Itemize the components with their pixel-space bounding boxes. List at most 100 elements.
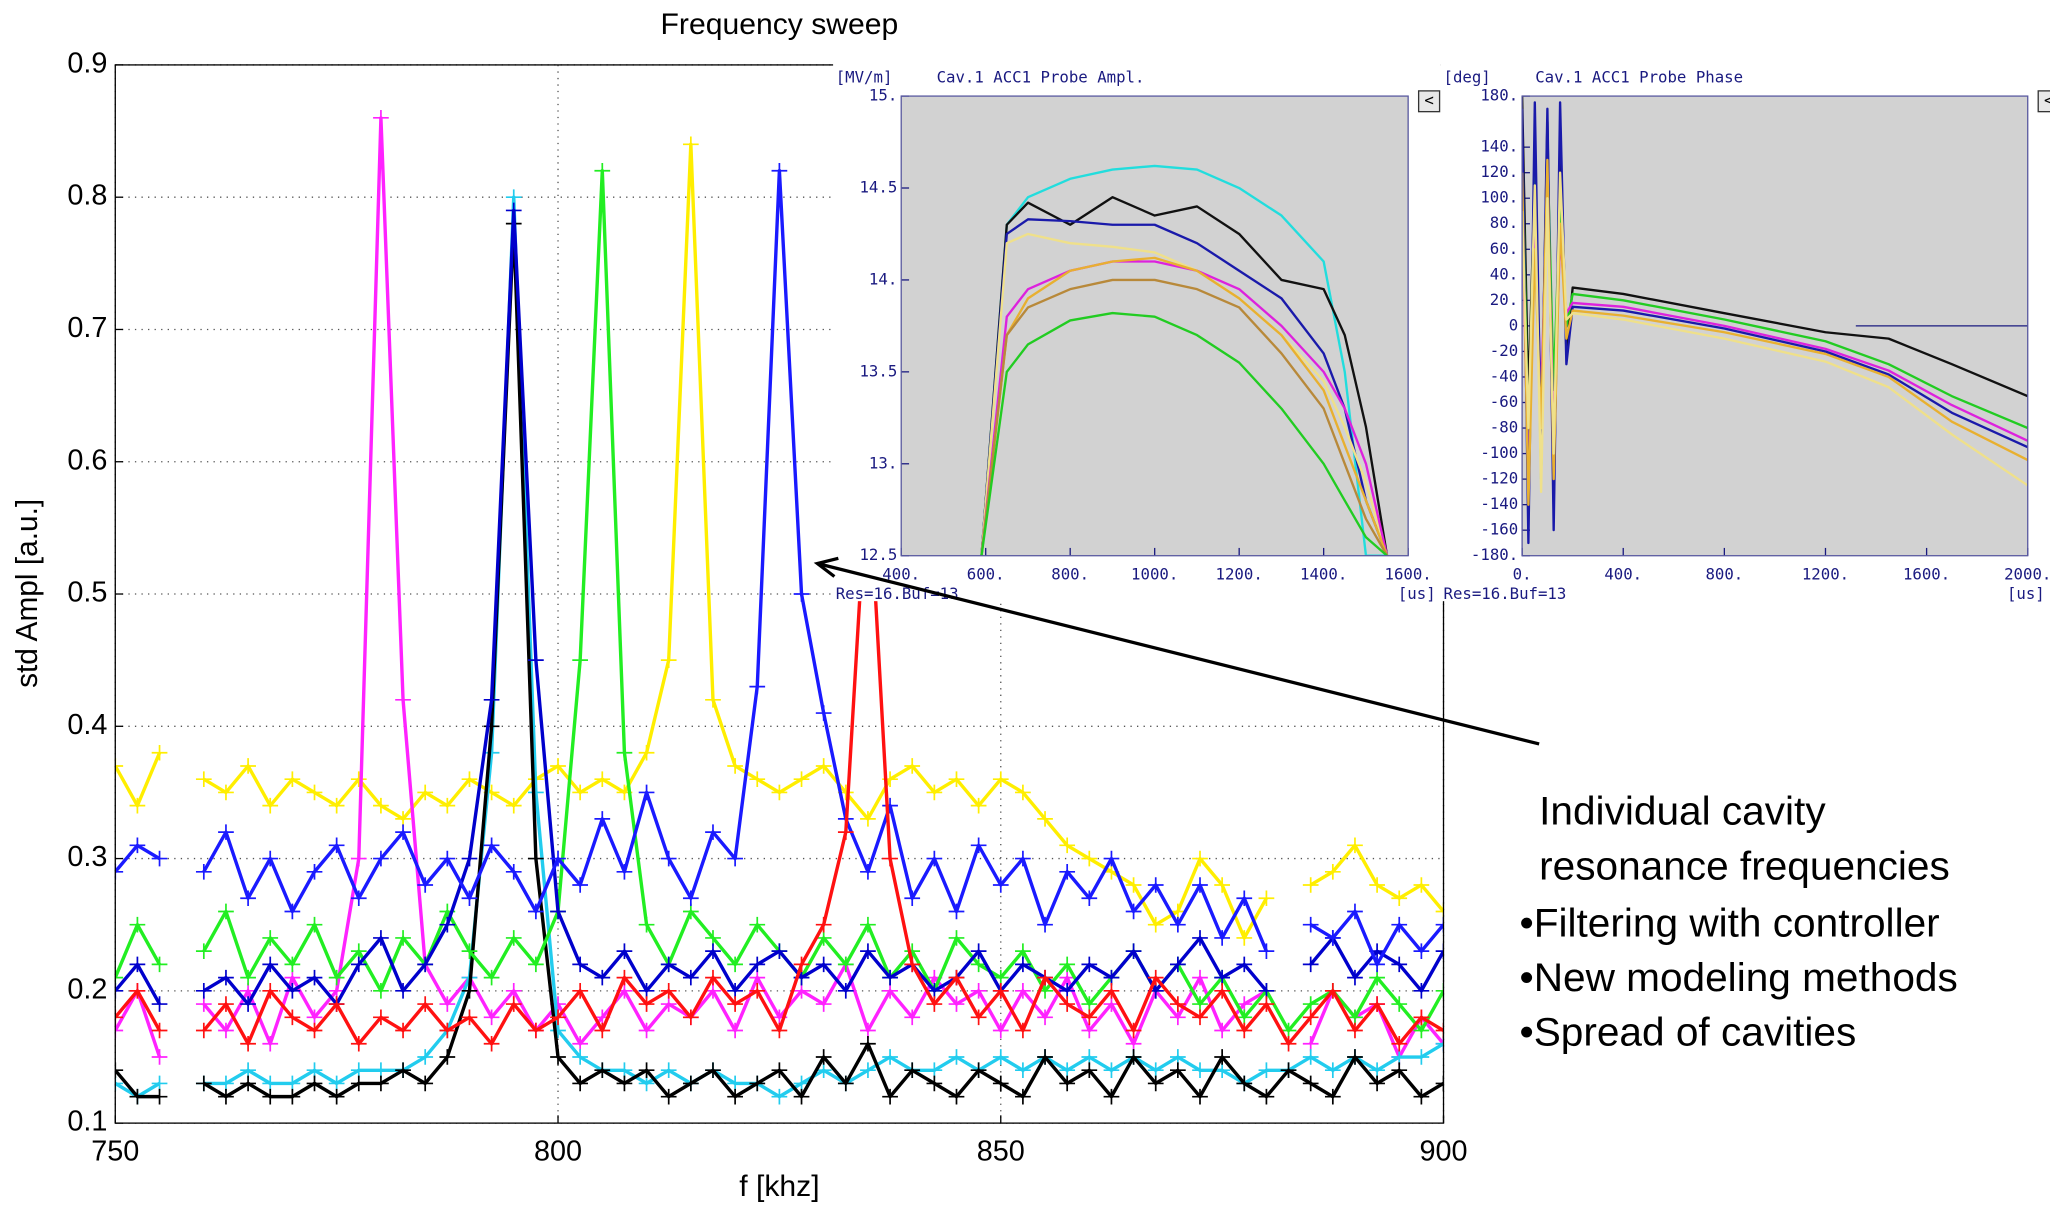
marker — [882, 851, 898, 867]
y-tick-label: 13.5 — [859, 361, 897, 380]
annotation-line: •Spread of cavities — [1519, 1009, 1856, 1055]
marker — [572, 652, 588, 668]
x-tick-label: 850 — [977, 1136, 1025, 1168]
marker — [1303, 1049, 1319, 1065]
y-tick-label: 0.2 — [67, 973, 107, 1005]
x-tick-label: 1600. — [1385, 565, 1432, 584]
y-tick-label: -140 — [1480, 494, 1518, 513]
x-axis-label: f [khz] — [739, 1170, 819, 1203]
marker — [307, 917, 323, 933]
scroll-button-label[interactable]: < — [2044, 91, 2050, 110]
y-tick-label: 140. — [1480, 137, 1518, 156]
marker — [727, 758, 743, 774]
x-tick-label: 400. — [1604, 565, 1642, 584]
marker — [196, 771, 212, 787]
x-axis-unit: [us] — [2007, 584, 2045, 603]
marker — [1414, 1049, 1430, 1065]
marker — [462, 890, 478, 906]
marker — [1192, 970, 1208, 986]
marker — [395, 692, 411, 708]
x-tick-label: 1200. — [1216, 565, 1263, 584]
x-tick-label: 600. — [967, 565, 1005, 584]
marker — [949, 1049, 965, 1065]
chart-title: Frequency sweep — [661, 8, 899, 41]
x-tick-label: 750 — [91, 1136, 139, 1168]
x-tick-label: 1400. — [1300, 565, 1347, 584]
marker — [882, 798, 898, 814]
y-tick-label: 14. — [869, 269, 897, 288]
x-tick-label: 800. — [1051, 565, 1089, 584]
marker — [993, 1023, 1009, 1039]
marker — [661, 851, 677, 867]
marker — [705, 692, 721, 708]
marker — [1236, 890, 1252, 906]
annotation-line: Individual cavity — [1539, 788, 1826, 834]
x-tick-label: 800. — [1705, 565, 1743, 584]
marker — [617, 1076, 633, 1092]
marker — [1259, 1062, 1275, 1078]
marker — [772, 785, 788, 801]
y-tick-label: 0.6 — [67, 444, 107, 476]
marker — [1081, 851, 1097, 867]
annotation: Individual cavityresonance frequencies•F… — [1519, 788, 1957, 1055]
marker — [130, 798, 146, 814]
marker — [794, 586, 810, 602]
marker — [506, 203, 522, 219]
marker — [152, 851, 168, 867]
marker — [772, 163, 788, 179]
marker — [639, 745, 655, 761]
y-tick-label: -100 — [1480, 443, 1518, 462]
marker — [926, 1076, 942, 1092]
x-tick-label: 1600. — [1903, 565, 1950, 584]
inset-chart: 0.400.800.1200.1600.2000.180.140.120.100… — [1441, 62, 2050, 603]
x-tick-label: 1200. — [1802, 565, 1849, 584]
marker — [661, 1062, 677, 1078]
marker — [1037, 917, 1053, 933]
marker — [1303, 877, 1319, 893]
marker — [1104, 1062, 1120, 1078]
status-footer: Res=16.Buf=13 — [1444, 584, 1567, 603]
marker — [1214, 930, 1230, 946]
marker — [351, 1076, 367, 1092]
marker — [307, 785, 323, 801]
marker — [1192, 877, 1208, 893]
y-tick-label: 0.8 — [67, 180, 107, 212]
marker — [196, 864, 212, 880]
y-tick-label: -80 — [1490, 418, 1518, 437]
marker — [1236, 930, 1252, 946]
y-tick-label: 60. — [1490, 239, 1518, 258]
marker — [617, 745, 633, 761]
marker — [904, 890, 920, 906]
marker — [1303, 1076, 1319, 1092]
marker — [816, 705, 832, 721]
x-tick-label: 2000. — [2004, 565, 2050, 584]
marker — [240, 1036, 256, 1052]
marker — [727, 1023, 743, 1039]
x-axis-unit: [us] — [1398, 584, 1436, 603]
marker — [926, 851, 942, 867]
marker — [993, 1076, 1009, 1092]
inset-chart: 400.600.800.1000.1200.1400.1600.12.513.1… — [833, 62, 1441, 603]
marker — [971, 983, 987, 999]
marker — [1015, 1062, 1031, 1078]
y-tick-label: 0.1 — [67, 1106, 107, 1138]
marker — [617, 864, 633, 880]
annotation-line: •New modeling methods — [1519, 954, 1957, 1000]
marker — [594, 1062, 610, 1078]
marker — [816, 996, 832, 1012]
marker — [772, 1089, 788, 1105]
y-tick-label: -40 — [1490, 367, 1518, 386]
marker — [749, 1076, 765, 1092]
marker — [1369, 877, 1385, 893]
marker — [218, 1089, 234, 1105]
marker — [1126, 877, 1142, 893]
marker — [816, 917, 832, 933]
annotation-line: •Filtering with controller — [1519, 900, 1939, 946]
marker — [661, 652, 677, 668]
scroll-button-label[interactable]: < — [1424, 91, 1433, 110]
marker — [152, 745, 168, 761]
marker — [860, 864, 876, 880]
marker — [1259, 943, 1275, 959]
y-tick-label: 100. — [1480, 188, 1518, 207]
marker — [639, 785, 655, 801]
